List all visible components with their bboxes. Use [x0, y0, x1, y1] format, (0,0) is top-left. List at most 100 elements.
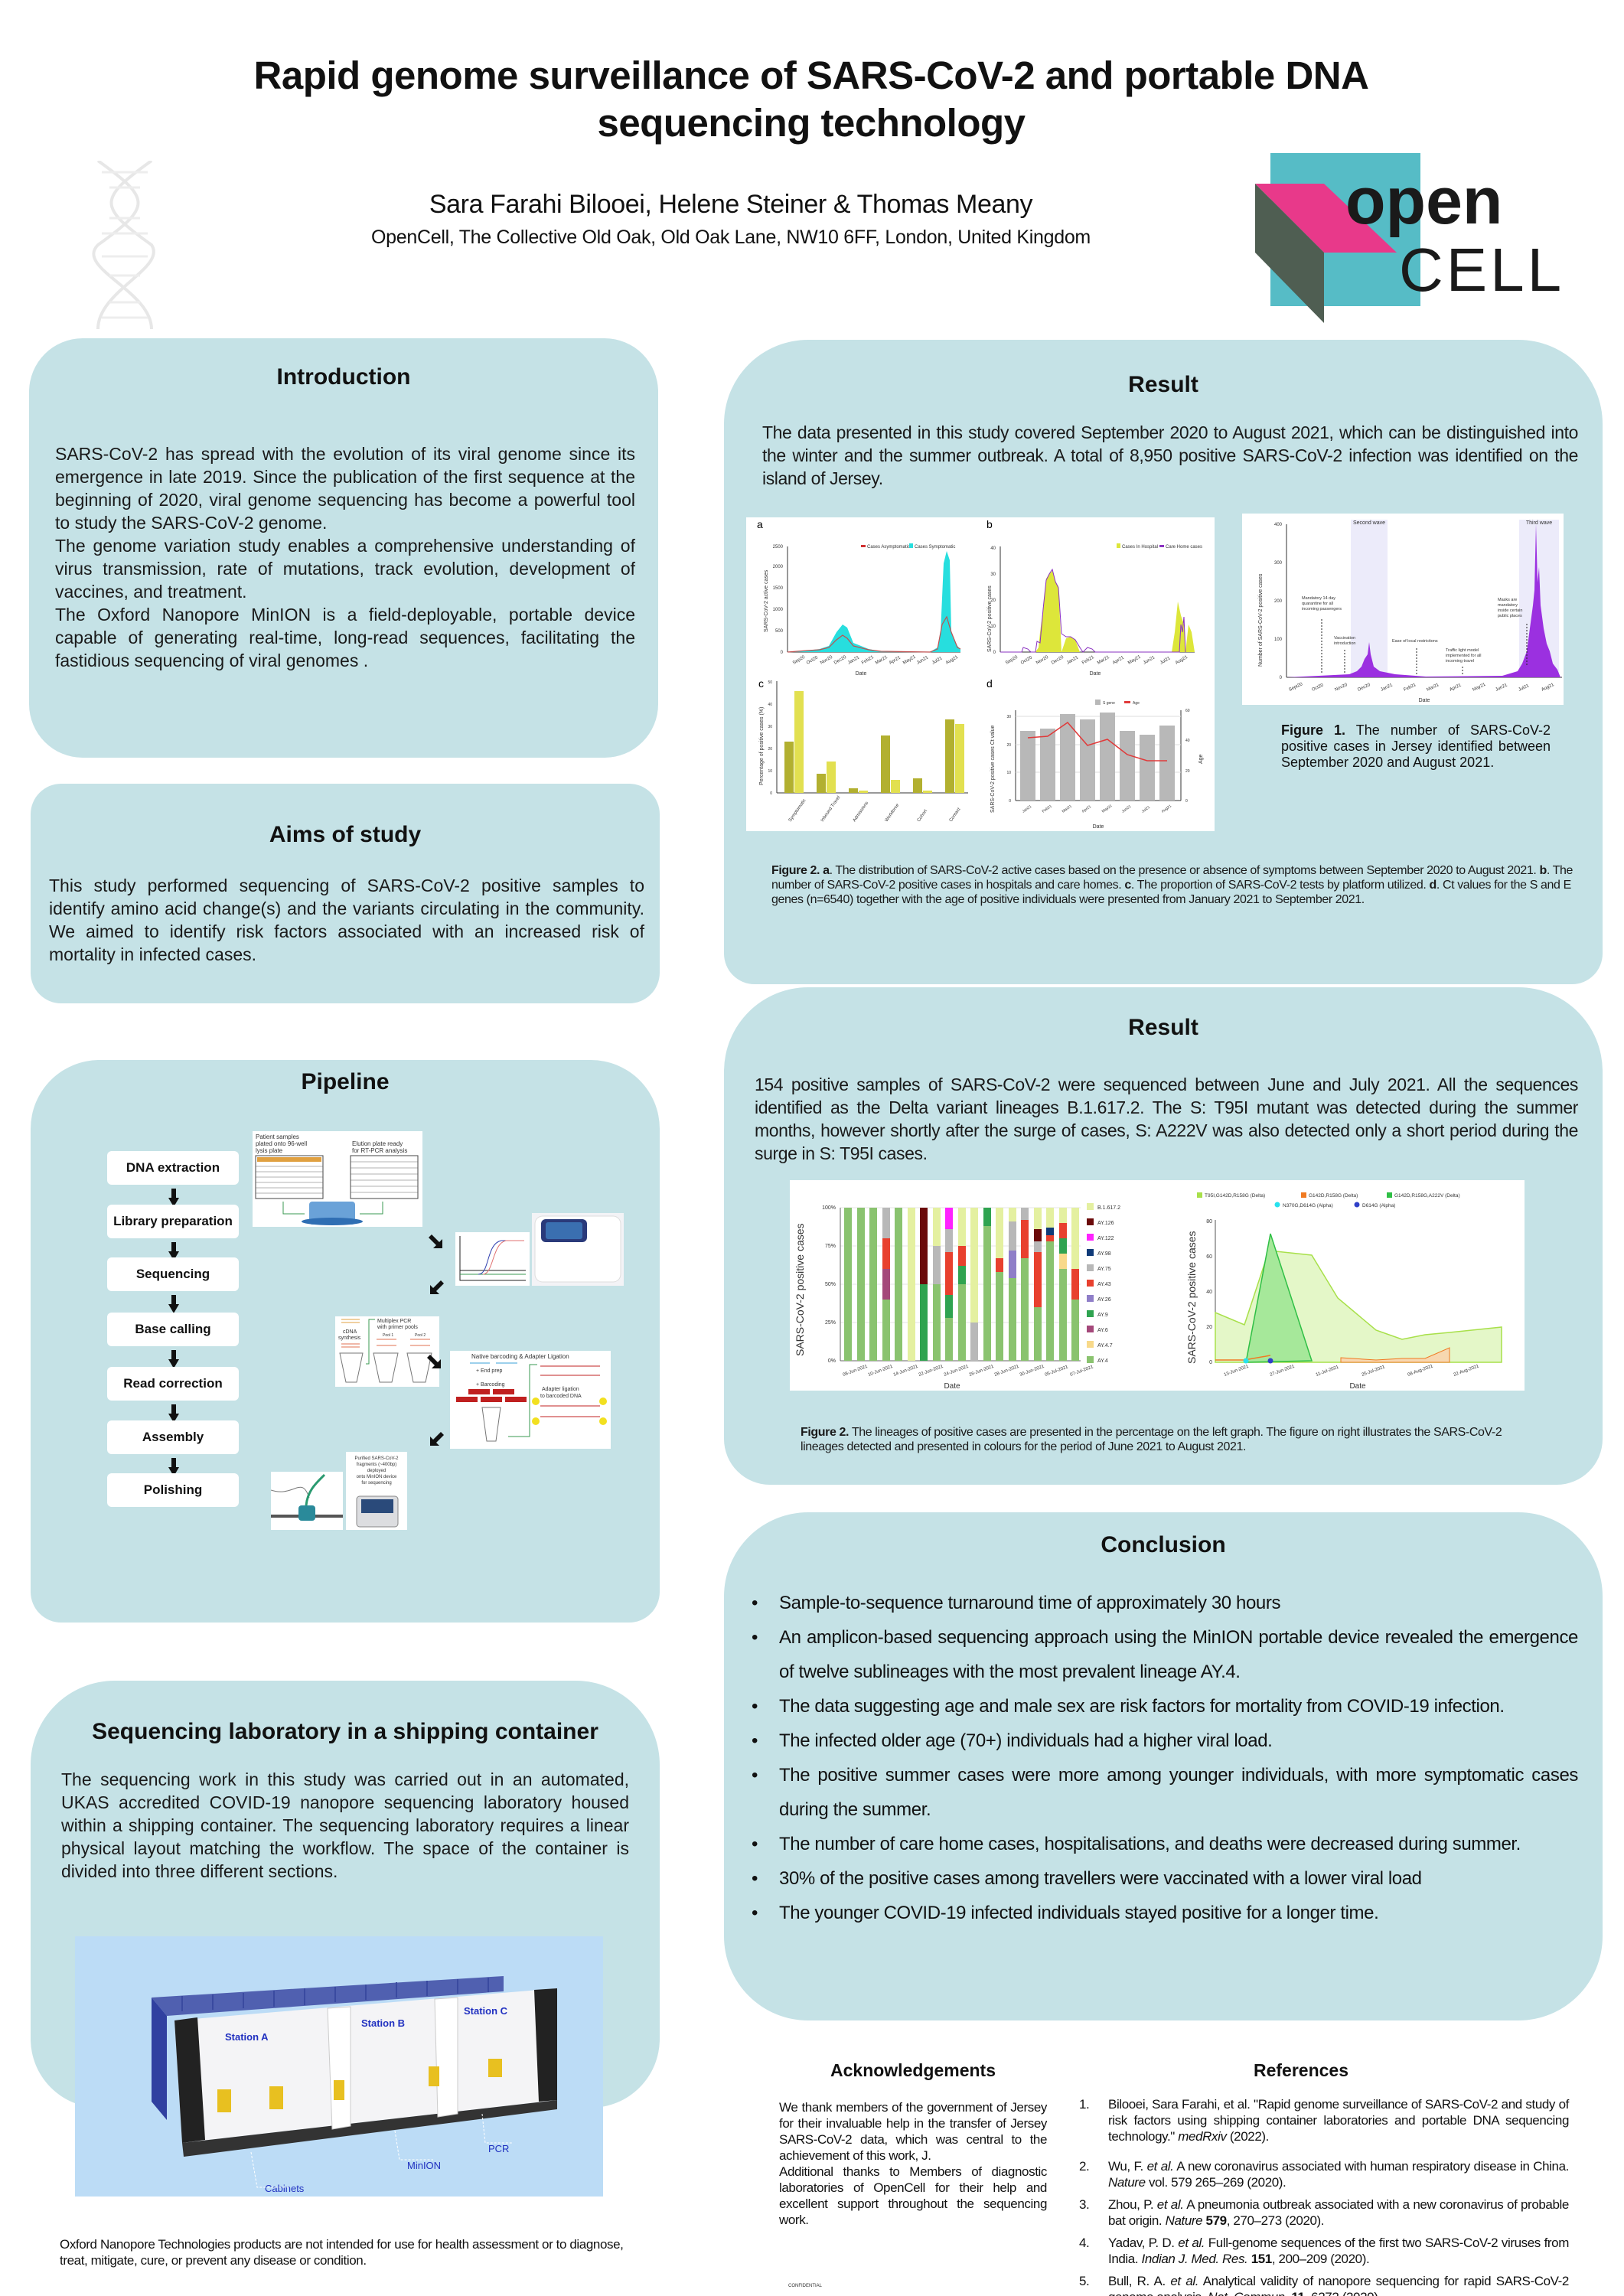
svg-text:AY.98: AY.98	[1097, 1251, 1111, 1257]
intro-paragraph-1: SARS-CoV-2 has spread with the evolution…	[55, 444, 635, 533]
svg-text:Feb21: Feb21	[1081, 655, 1095, 666]
svg-text:Cohort: Cohort	[917, 809, 928, 823]
svg-text:Aug21: Aug21	[1175, 655, 1189, 666]
svg-text:30: 30	[768, 725, 772, 729]
svg-text:Jan21: Jan21	[1066, 655, 1080, 666]
svg-text:Inbound Travel: Inbound Travel	[820, 795, 842, 823]
result2-heading: Result	[1128, 1015, 1198, 1040]
svg-text:Mar21: Mar21	[875, 655, 889, 666]
title-line-2: sequencing technology	[597, 101, 1026, 145]
svg-text:Nov20: Nov20	[1035, 655, 1050, 666]
svg-text:40: 40	[990, 546, 996, 551]
svg-text:Age: Age	[1133, 701, 1140, 706]
svg-text:Date: Date	[1349, 1382, 1366, 1391]
svg-text:D614G (Alpha): D614G (Alpha)	[1362, 1203, 1395, 1208]
svg-text:for RT-PCR analysis: for RT-PCR analysis	[352, 1147, 407, 1154]
svg-text:Jan21: Jan21	[1022, 804, 1033, 814]
svg-text:Date: Date	[1093, 824, 1104, 830]
svg-text:Masks are: Masks are	[1498, 598, 1517, 602]
svg-text:with primer pools: with primer pools	[377, 1325, 418, 1330]
svg-text:500: 500	[775, 629, 784, 634]
svg-text:Vaccination: Vaccination	[1334, 636, 1355, 641]
svg-text:Oct20: Oct20	[806, 655, 819, 666]
svg-text:to barcoded DNA: to barcoded DNA	[540, 1394, 582, 1399]
svg-text:Care Home cases: Care Home cases	[1166, 545, 1202, 550]
acknowledgements-heading: Acknowledgements	[830, 2060, 996, 2080]
svg-text:2000: 2000	[773, 565, 784, 569]
result2-body: 154 positive samples of SARS-CoV-2 were …	[755, 1075, 1578, 1163]
svg-text:Traffic light model: Traffic light model	[1446, 648, 1479, 653]
svg-text:MinION: MinION	[407, 2160, 441, 2171]
svg-text:Aug21: Aug21	[945, 655, 960, 666]
container-heading: Sequencing laboratory in a shipping cont…	[92, 1719, 598, 1744]
svg-text:100: 100	[1274, 638, 1283, 642]
down-arrow-icon	[168, 1242, 179, 1261]
logo-open-text: open	[1345, 165, 1502, 238]
svg-text:80: 80	[1206, 1219, 1212, 1225]
svg-text:Jul21: Jul21	[931, 656, 944, 666]
svg-text:Aug21: Aug21	[1161, 804, 1172, 814]
svg-text:40: 40	[768, 703, 772, 707]
svg-text:40: 40	[1206, 1290, 1212, 1295]
down-arrow-icon	[168, 1189, 179, 1207]
svg-text:+ End prep: + End prep	[476, 1368, 503, 1374]
result2-caption: Figure 2. The lineages of positive cases…	[801, 1425, 1535, 1454]
svg-text:20: 20	[1185, 769, 1190, 774]
figure1-caption: Figure 1. The number of SARS-CoV-2 posit…	[1281, 722, 1551, 771]
svg-text:synthesis: synthesis	[338, 1336, 361, 1341]
svg-text:Date: Date	[856, 671, 867, 677]
svg-text:incoming travel: incoming travel	[1446, 659, 1474, 664]
flow-arrow-icon	[429, 1234, 442, 1248]
svg-text:AY.126: AY.126	[1097, 1221, 1114, 1226]
svg-text:100%: 100%	[822, 1205, 836, 1211]
svg-text:PCR: PCR	[488, 2143, 509, 2154]
svg-text:10: 10	[990, 625, 996, 629]
svg-text:B.1.617.2: B.1.617.2	[1097, 1205, 1120, 1211]
svg-text:Patient samples: Patient samples	[256, 1133, 299, 1140]
container-panel: Sequencing laboratory in a shipping cont…	[31, 1681, 660, 2197]
barcoding-ligation-illustration: Native barcoding & Adapter Ligation + En…	[450, 1351, 611, 1449]
svg-text:2500: 2500	[773, 545, 784, 550]
pipeline-step-assembly: Assembly	[107, 1420, 239, 1454]
svg-text:S gene: S gene	[1103, 701, 1115, 706]
svg-text:400: 400	[1274, 523, 1283, 527]
figure1-caption-text: The number of SARS-CoV-2 positive cases …	[1281, 722, 1551, 770]
svg-text:AY.6: AY.6	[1097, 1328, 1108, 1333]
svg-text:Station A: Station A	[225, 2031, 269, 2043]
result1-panel: Result The data presented in this study …	[724, 340, 1603, 984]
svg-text:Native barcoding & Adapter Lig: Native barcoding & Adapter Ligation	[471, 1353, 569, 1360]
svg-text:Cases Asymptomatic: Cases Asymptomatic	[867, 545, 910, 550]
references-list: 1. Bilooei, Sara Farahi, et al. "Rapid g…	[1079, 2096, 1569, 2296]
svg-text:Percentage of positive cases (: Percentage of positive cases (%)	[759, 707, 765, 785]
down-arrow-icon	[168, 1404, 179, 1423]
svg-text:Mar21: Mar21	[1061, 804, 1073, 814]
svg-text:Mandatory 14 day: Mandatory 14 day	[1302, 596, 1335, 601]
aims-body: This study performed sequencing of SARS-…	[49, 876, 644, 964]
conclusion-item: The number of care home cases, hospitali…	[752, 1827, 1578, 1861]
conclusion-item: The infected older age (70+) individuals…	[752, 1724, 1578, 1758]
svg-text:Date: Date	[1419, 698, 1430, 703]
svg-text:40: 40	[1185, 739, 1190, 743]
figure2-caption: Figure 2. a. The distribution of SARS-Co…	[771, 864, 1573, 906]
svg-text:SARS-CoV-2 positive cases: SARS-CoV-2 positive cases	[794, 1223, 806, 1356]
svg-text:AY.4.7: AY.4.7	[1097, 1343, 1113, 1349]
svg-text:60: 60	[1206, 1254, 1212, 1260]
chart-fig1: Second wave Third wave 0 100 200 300 400 Num…	[1242, 514, 1564, 705]
svg-text:May21: May21	[1127, 654, 1142, 666]
svg-text:plated onto 96-well: plated onto 96-well	[256, 1140, 307, 1147]
chart-fig2b: b 0 10 20 30 40 SARS-CoV-2 positive cases Ca…	[986, 518, 1202, 677]
svg-text:0: 0	[1009, 799, 1011, 804]
down-arrow-icon	[168, 1350, 179, 1368]
svg-text:10: 10	[768, 769, 772, 774]
svg-text:public places: public places	[1498, 614, 1522, 618]
svg-text:Jul21: Jul21	[1159, 656, 1172, 666]
conclusion-item: 30% of the positive cases among travelle…	[752, 1861, 1578, 1896]
result1-heading: Result	[1128, 372, 1198, 397]
reference-item: 1. Bilooei, Sara Farahi, et al. "Rapid g…	[1079, 2097, 1569, 2144]
svg-text:d: d	[986, 678, 993, 690]
svg-text:Dec20: Dec20	[833, 655, 848, 666]
conclusion-panel: Conclusion Sample-to-sequence turnaround…	[724, 1512, 1603, 2020]
svg-text:incoming passengers: incoming passengers	[1302, 607, 1342, 612]
down-arrow-icon	[168, 1295, 179, 1313]
svg-text:Jul21: Jul21	[1518, 683, 1530, 693]
